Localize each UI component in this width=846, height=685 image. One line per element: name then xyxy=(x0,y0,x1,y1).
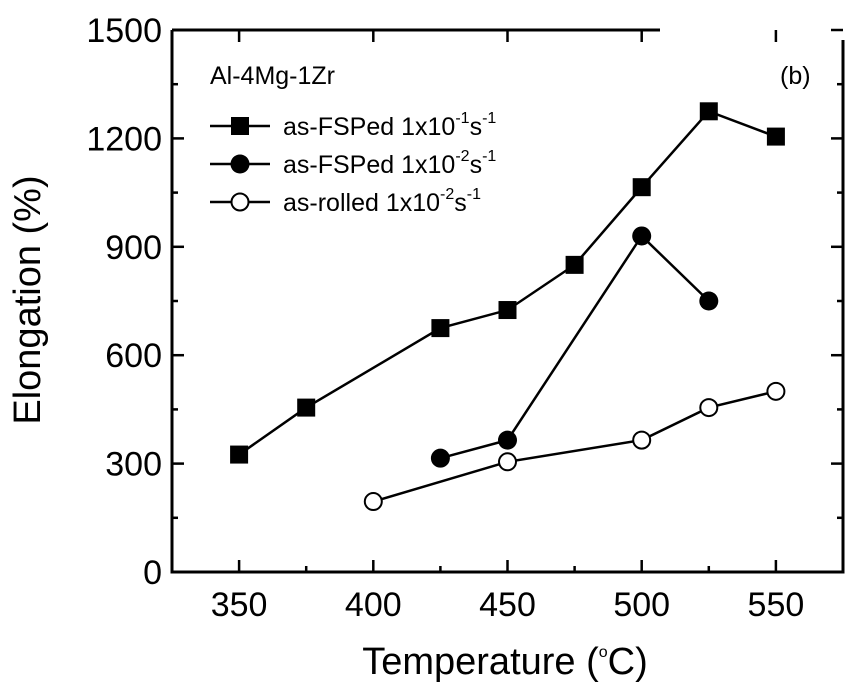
y-tick-label: 900 xyxy=(105,229,162,267)
series-line xyxy=(238,109,777,456)
y-tick-label: 600 xyxy=(105,337,162,375)
x-tick-label: 350 xyxy=(211,586,268,624)
legend-entry-2: as-FSPed 1x10-2s-1 xyxy=(210,148,496,179)
plot-frame xyxy=(170,28,845,574)
data-point xyxy=(430,448,450,468)
data-point xyxy=(699,398,719,418)
alloy-annotation: Al-4Mg-1Zr xyxy=(210,62,335,90)
axis-ticks: 350 400 450 500 550 0 300 600 900 1200 1500 xyxy=(86,12,845,624)
legend-marker xyxy=(230,192,250,212)
x-axis-title: Temperature (oC) xyxy=(362,641,648,683)
series-3 xyxy=(363,381,786,512)
data-point xyxy=(766,127,785,146)
legend-label: as-rolled 1x10-2s-1 xyxy=(283,186,481,217)
y-axis-title: Elongation (%) xyxy=(7,175,49,424)
x-tick-label: 550 xyxy=(748,586,805,624)
data-point xyxy=(498,301,517,320)
x-tick-label: 450 xyxy=(479,586,536,624)
legend: as-FSPed 1x10-1s-1 as-FSPed 1x10-2s-1 as-r… xyxy=(210,110,496,217)
series-1 xyxy=(230,102,785,464)
legend-entry-1: as-FSPed 1x10-1s-1 xyxy=(210,110,496,141)
data-point xyxy=(297,398,316,417)
axis-frame xyxy=(170,30,845,574)
y-tick-label: 1500 xyxy=(86,12,162,50)
data-point xyxy=(766,381,786,401)
legend-marker xyxy=(231,117,249,135)
x-tick-label: 400 xyxy=(345,586,402,624)
series-2 xyxy=(430,226,719,468)
series-line xyxy=(440,234,710,460)
data-point xyxy=(431,319,450,338)
panel-label: (b) xyxy=(780,62,811,90)
data-point xyxy=(363,492,383,512)
data-point xyxy=(632,430,652,450)
y-tick-label: 1200 xyxy=(86,120,162,158)
legend-entry-3: as-rolled 1x10-2s-1 xyxy=(210,186,481,217)
x-tick-label: 500 xyxy=(613,586,670,624)
legend-label: as-FSPed 1x10-1s-1 xyxy=(283,110,496,141)
data-point xyxy=(498,430,517,450)
data-point xyxy=(699,102,718,121)
legend-marker xyxy=(230,154,250,174)
y-tick-label: 300 xyxy=(105,446,162,484)
data-point xyxy=(498,452,517,472)
data-point xyxy=(565,255,584,274)
y-tick-label: 0 xyxy=(143,554,162,592)
data-point xyxy=(699,291,719,311)
data-point xyxy=(632,226,652,246)
data-point xyxy=(632,178,651,197)
legend-label: as-FSPed 1x10-2s-1 xyxy=(283,148,496,179)
data-point xyxy=(230,445,249,464)
series-layer xyxy=(230,102,786,512)
